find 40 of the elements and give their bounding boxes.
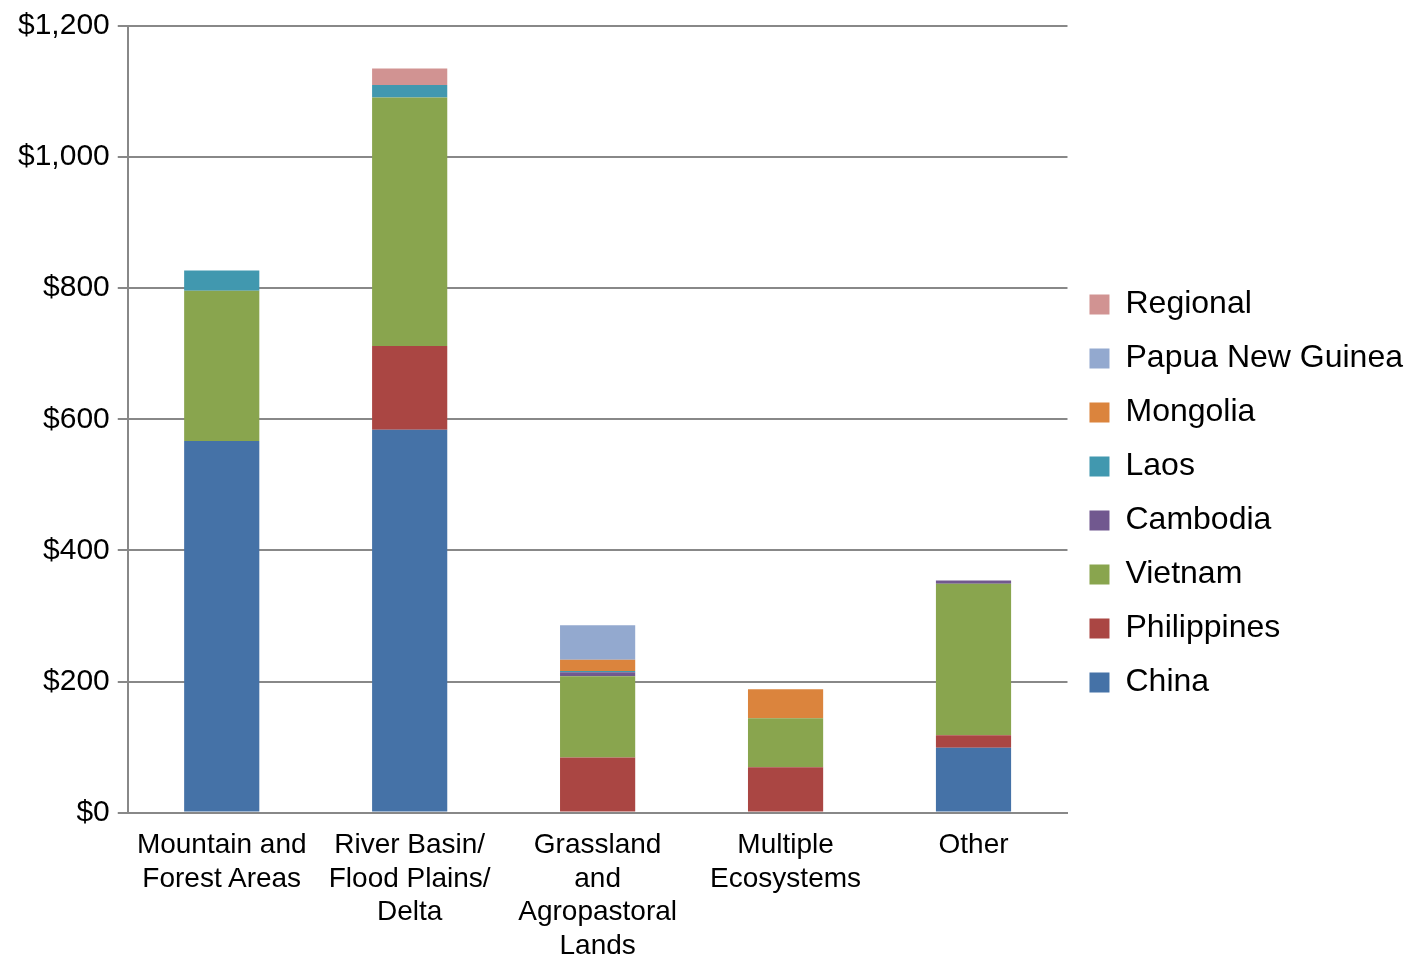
bar bbox=[372, 97, 448, 346]
bar bbox=[935, 747, 1012, 812]
x-tick-label: Grassland and Agropastoral Lands bbox=[518, 828, 677, 960]
bar bbox=[560, 659, 636, 672]
y-tick-label: $600 bbox=[43, 400, 110, 434]
legend-label: Cambodia bbox=[1125, 500, 1272, 537]
x-tick-label: Other bbox=[938, 828, 1009, 860]
bar bbox=[372, 429, 448, 812]
y-tick-label: $400 bbox=[43, 531, 110, 565]
bar bbox=[184, 290, 260, 441]
y-tick-label: $1,200 bbox=[17, 7, 110, 41]
bar bbox=[935, 580, 1012, 584]
bar bbox=[747, 767, 824, 812]
bar bbox=[935, 735, 1012, 748]
y-tick-label: $1,000 bbox=[17, 138, 110, 172]
bar bbox=[184, 270, 260, 291]
legend-label: Vietnam bbox=[1125, 554, 1243, 591]
bar bbox=[372, 85, 448, 98]
legend-label: Philippines bbox=[1125, 608, 1281, 645]
legend-label: Regional bbox=[1125, 284, 1252, 321]
y-tick-label: $0 bbox=[76, 793, 110, 827]
bar bbox=[184, 440, 260, 812]
bar bbox=[372, 68, 448, 85]
x-tick-label: Mountain and Forest Areas bbox=[136, 828, 307, 893]
legend-label: Mongolia bbox=[1125, 392, 1256, 429]
x-tick-label: River Basin/ Flood Plains/ Delta bbox=[328, 828, 491, 927]
bar bbox=[747, 718, 824, 768]
y-tick-label: $800 bbox=[43, 269, 110, 303]
bar bbox=[560, 625, 636, 660]
x-tick-label: Multiple Ecosystems bbox=[710, 828, 862, 893]
bar bbox=[747, 689, 824, 719]
bar bbox=[560, 676, 636, 758]
legend-label: Laos bbox=[1125, 446, 1195, 483]
bar bbox=[560, 672, 636, 677]
bar bbox=[935, 583, 1012, 736]
legend-label: China bbox=[1125, 662, 1210, 699]
y-tick-label: $200 bbox=[43, 662, 110, 696]
bar bbox=[560, 757, 636, 812]
bar bbox=[372, 345, 448, 430]
legend-label: Papua New Guinea bbox=[1125, 338, 1404, 375]
